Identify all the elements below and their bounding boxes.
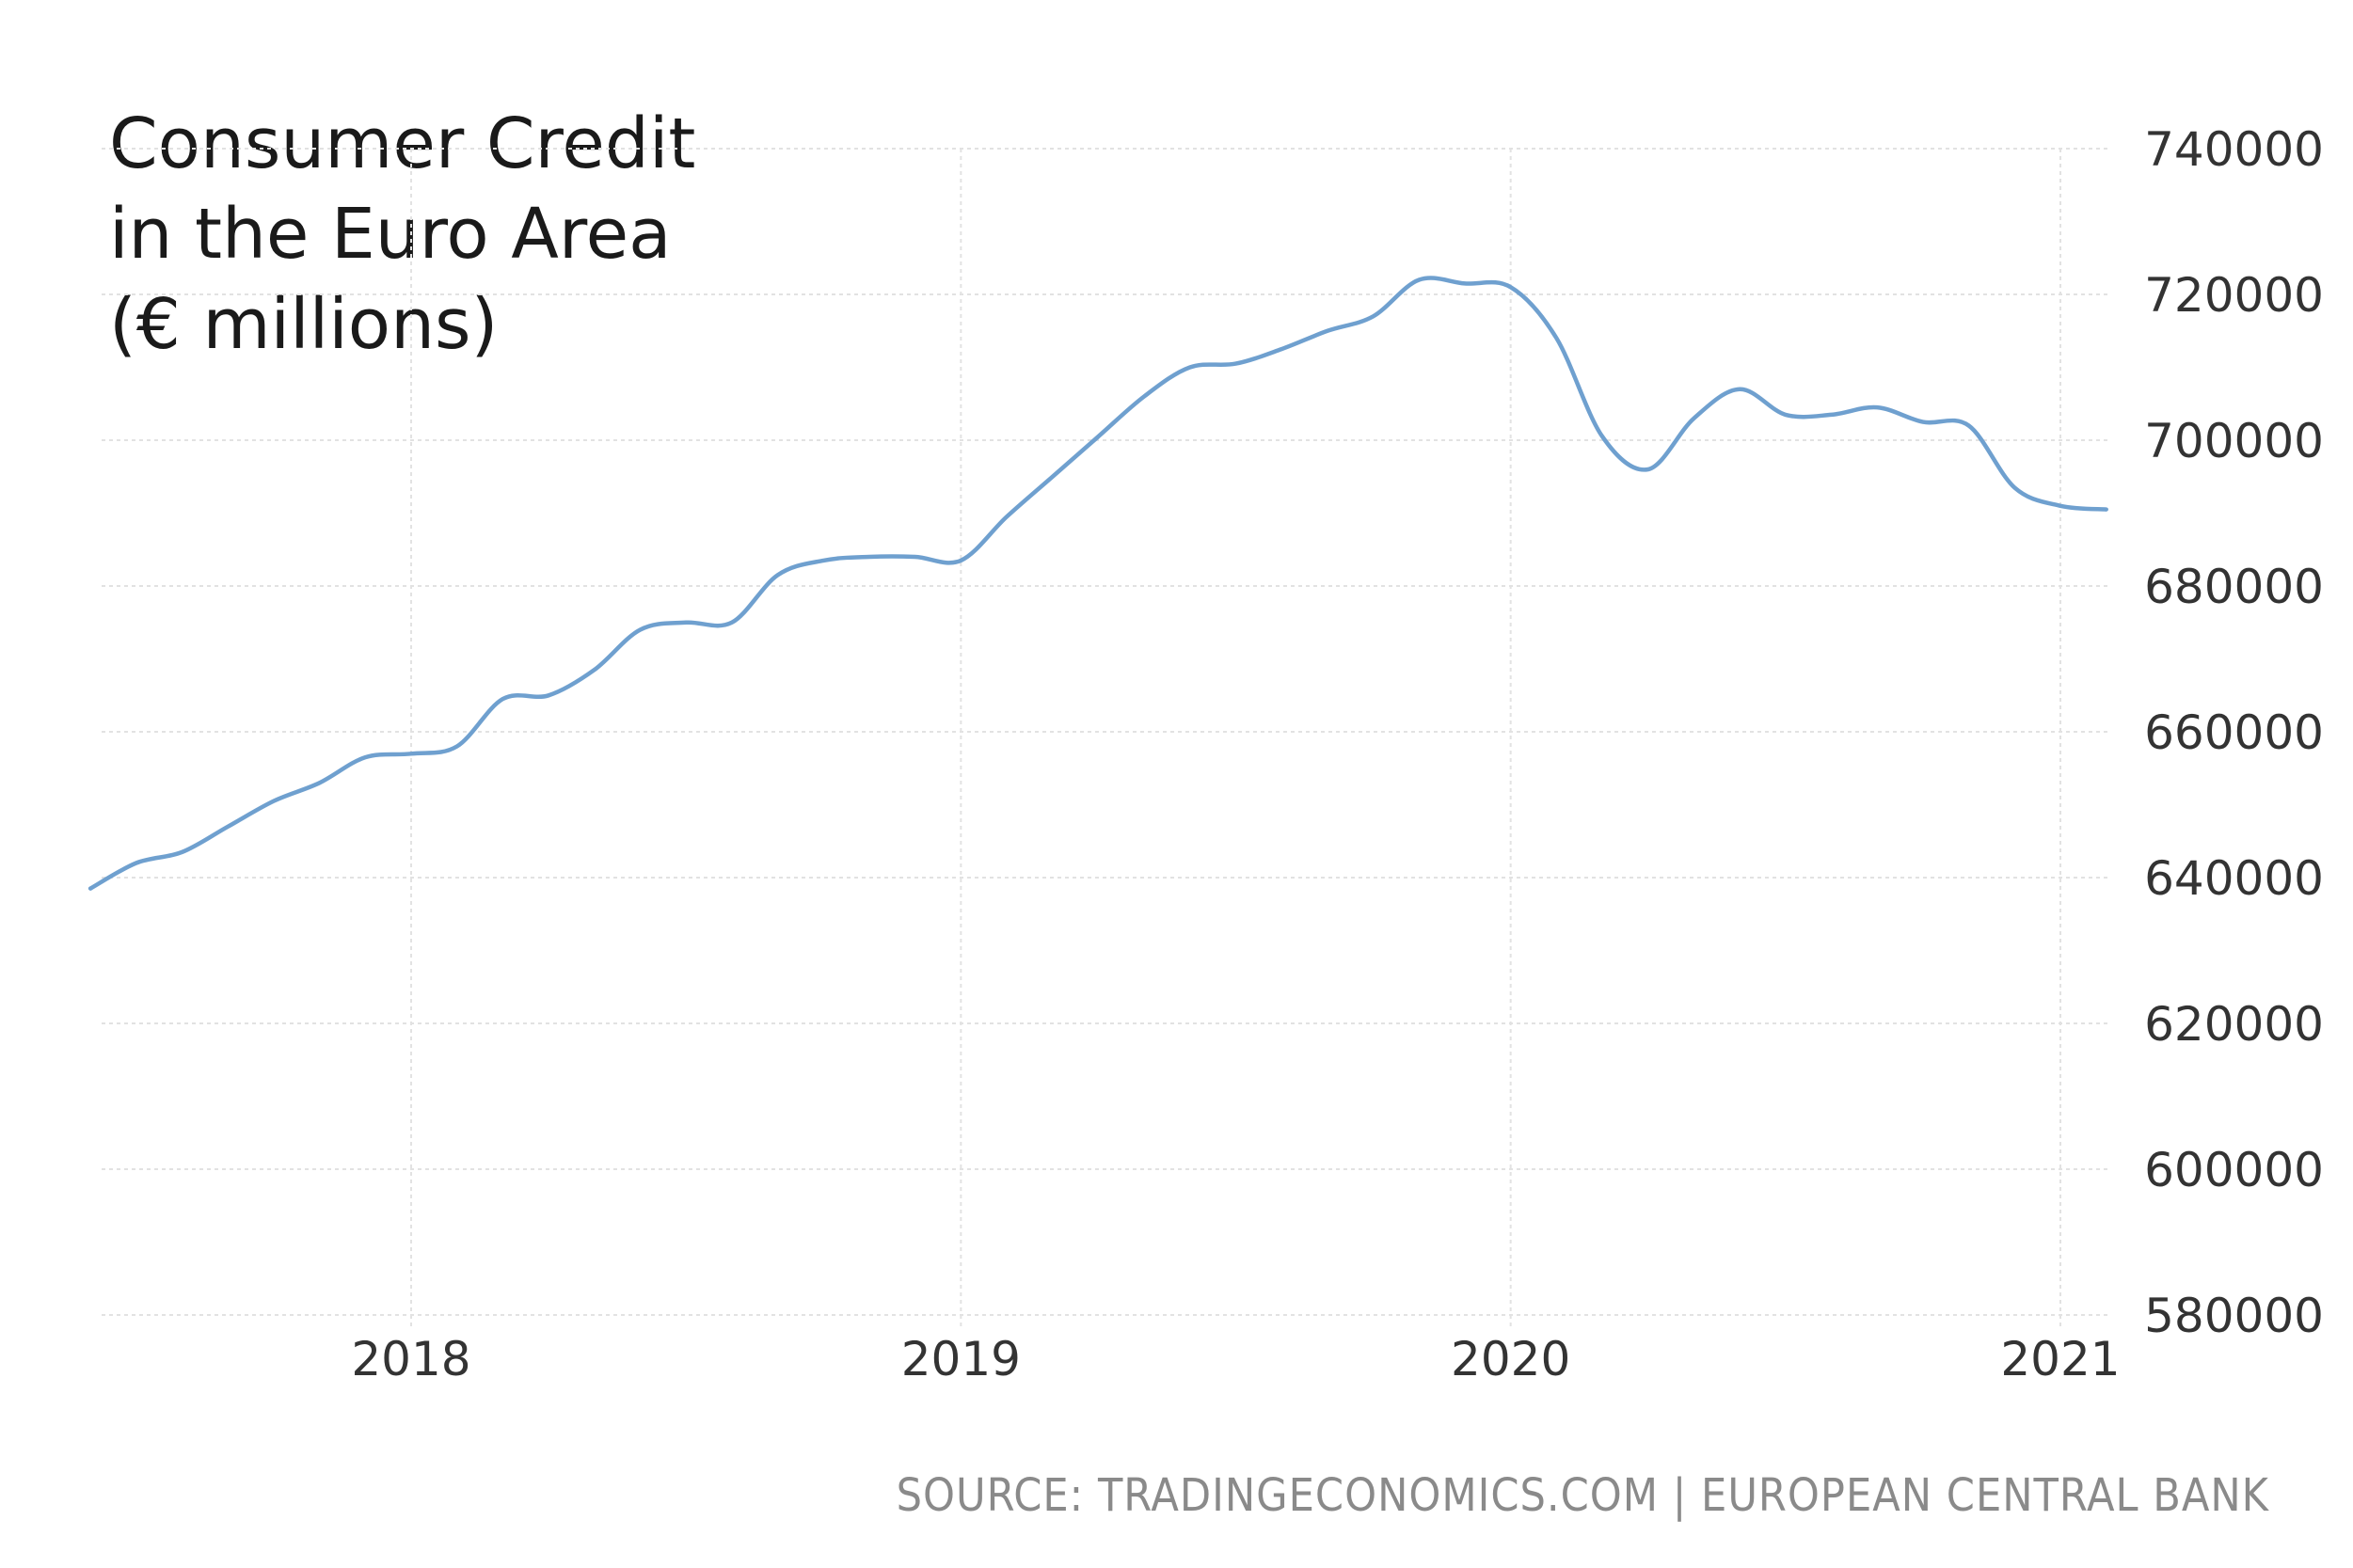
x-tick-label: 2018 — [351, 1332, 470, 1386]
y-tick-label: 620000 — [2144, 997, 2324, 1052]
y-tick-label: 660000 — [2144, 705, 2324, 760]
y-tick-label: 700000 — [2144, 414, 2324, 468]
title-line-1: Consumer Credit — [109, 103, 695, 184]
y-tick-label: 740000 — [2144, 122, 2324, 177]
y-tick-label: 580000 — [2144, 1289, 2324, 1343]
y-tick-label: 720000 — [2144, 268, 2324, 323]
y-tick-label: 640000 — [2144, 851, 2324, 906]
title-line-2: in the Euro Area — [109, 194, 672, 275]
x-axis-ticks: 2018 2019 2020 2021 — [351, 1332, 2120, 1386]
chart-title: Consumer Credit in the Euro Area (€ mill… — [109, 103, 695, 365]
y-tick-label: 600000 — [2144, 1143, 2324, 1197]
y-axis-ticks: 740000 720000 700000 680000 660000 640000 6200… — [2144, 122, 2324, 1343]
y-tick-label: 680000 — [2144, 560, 2324, 614]
x-tick-label: 2021 — [2000, 1332, 2120, 1386]
x-tick-label: 2020 — [1451, 1332, 1570, 1386]
x-tick-label: 2019 — [901, 1332, 1021, 1386]
title-line-3: (€ millions) — [109, 284, 498, 365]
gridlines — [102, 148, 2107, 1328]
source-caption: SOURCE: TRADINGECONOMICS.COM | EUROPEAN … — [897, 1469, 2270, 1522]
series-line-consumer-credit — [87, 276, 2108, 891]
series-layer — [87, 276, 2108, 891]
